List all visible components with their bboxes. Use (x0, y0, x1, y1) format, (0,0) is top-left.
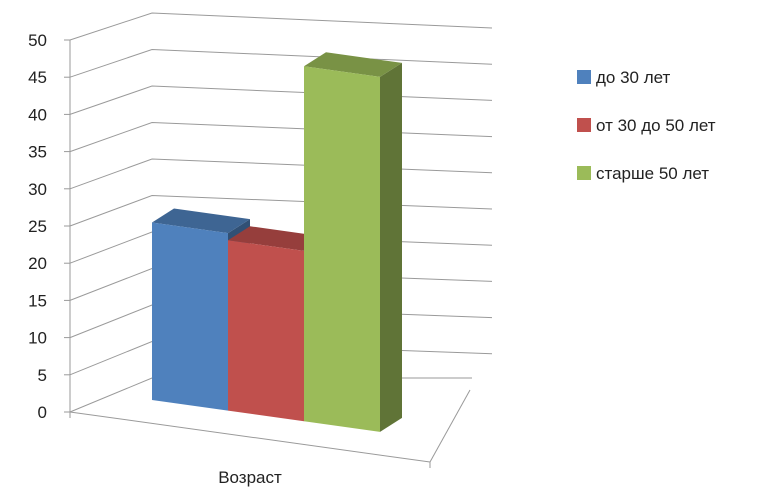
bar-2-top (228, 226, 326, 251)
gridline-35 (69, 121, 493, 153)
y-tick-label-45: 45 (28, 68, 47, 87)
legend-item-3: старше 50 лет (577, 164, 709, 183)
x-category-label-1: Возраст (218, 468, 282, 487)
y-tick-label-15: 15 (28, 291, 47, 310)
legend-item-1: до 30 лет (577, 68, 671, 87)
legend-label-3: старше 50 лет (596, 164, 709, 183)
y-tick-label-40: 40 (28, 105, 47, 124)
gridline-45 (69, 48, 493, 78)
y-tick-label-5: 5 (38, 366, 47, 385)
gridline-30 (69, 158, 493, 190)
bar-1-front (152, 222, 228, 411)
legend-item-2: от 30 до 50 лет (577, 116, 716, 135)
legend-swatch-3 (577, 166, 591, 180)
y-tick-label-20: 20 (28, 254, 47, 273)
y-tick-label-25: 25 (28, 217, 47, 236)
grid-lines (69, 12, 493, 376)
legend-label-2: от 30 до 50 лет (596, 116, 716, 135)
bar-3-front (304, 66, 380, 432)
y-tick-label-10: 10 (28, 329, 47, 348)
x-axis-category-labels: Возраст (218, 468, 282, 487)
floor-right-edge (429, 389, 471, 463)
bar-3-top (304, 52, 402, 77)
legend-swatch-1 (577, 70, 591, 84)
gridline-25 (69, 194, 493, 227)
gridline-40 (69, 85, 493, 115)
bar-3 (304, 52, 402, 432)
y-tick-label-50: 50 (28, 31, 47, 50)
legend-swatch-2 (577, 118, 591, 132)
bar-2-front (228, 240, 304, 422)
x-axis-line (69, 411, 431, 463)
legend: до 30 лет от 30 до 50 лет старше 50 лет (577, 68, 716, 183)
bars (152, 52, 402, 432)
y-tick-label-0: 0 (38, 403, 47, 422)
legend-label-1: до 30 лет (596, 68, 671, 87)
gridline-50 (69, 12, 493, 41)
y-tick-label-35: 35 (28, 143, 47, 162)
y-axis-tick-labels: 0 5 10 15 20 25 30 35 40 45 50 (28, 31, 47, 422)
bar-3-side (380, 62, 402, 432)
y-tick-label-30: 30 (28, 180, 47, 199)
bar-1-top (152, 208, 250, 234)
